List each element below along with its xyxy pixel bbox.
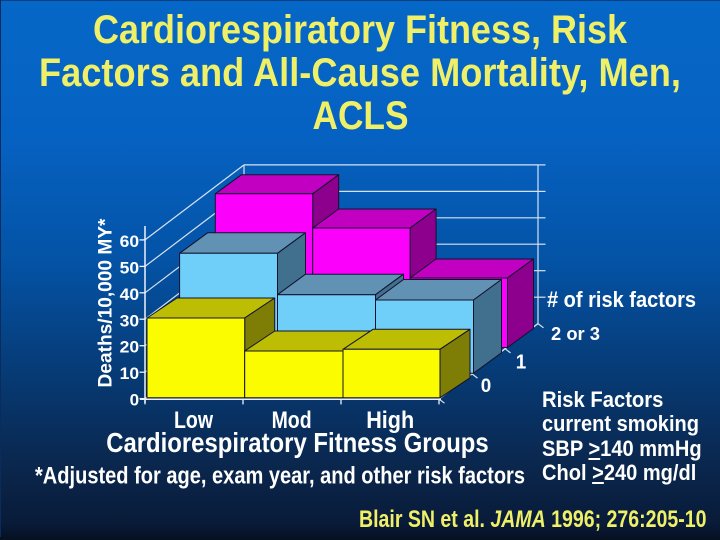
svg-text:20: 20 (120, 338, 140, 357)
svg-text:50: 50 (120, 258, 140, 277)
svg-text:High: High (366, 407, 414, 434)
svg-text:Cardiorespiratory Fitness Grou: Cardiorespiratory Fitness Groups (106, 427, 489, 458)
svg-text:2 or 3: 2 or 3 (551, 324, 600, 344)
svg-text:40: 40 (120, 285, 140, 304)
svg-text:0: 0 (130, 391, 140, 410)
svg-text:30: 30 (120, 311, 140, 330)
svg-text:1: 1 (516, 352, 527, 374)
svg-text:Deaths/10,000 MY*: Deaths/10,000 MY* (95, 218, 117, 387)
svg-text:# of risk factors: # of risk factors (547, 287, 696, 312)
svg-text:0: 0 (481, 375, 492, 397)
svg-text:Low: Low (174, 407, 213, 434)
svg-text:Cardiorespiratory Fitness, Ris: Cardiorespiratory Fitness, Risk (93, 8, 628, 52)
svg-text:60: 60 (120, 232, 140, 251)
svg-text:ACLS: ACLS (313, 94, 409, 138)
svg-text:10: 10 (120, 364, 140, 383)
svg-text:Factors and All-Cause Mortalit: Factors and All-Cause Mortality, Men, (39, 51, 681, 95)
svg-text:*Adjusted for age, exam year,: *Adjusted for age, exam year, and other … (35, 464, 525, 490)
svg-text:Mod: Mod (272, 407, 312, 434)
